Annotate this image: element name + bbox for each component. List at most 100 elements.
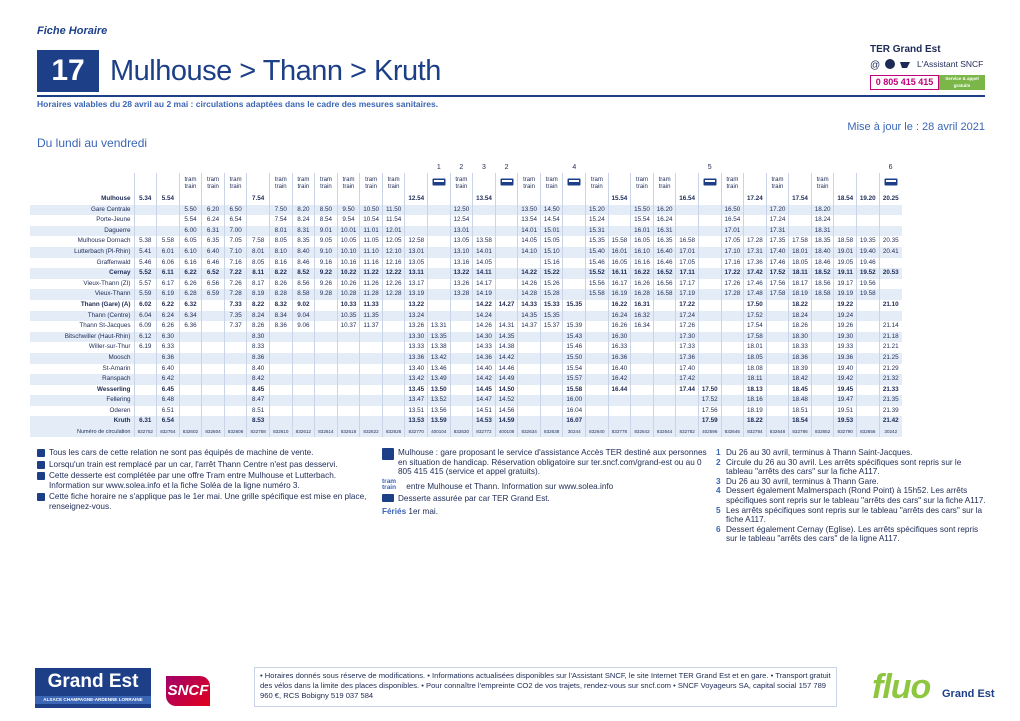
- time: [404, 215, 428, 226]
- left-note-text: Lorsqu'un train est remplacé par un car,…: [49, 459, 338, 469]
- time: [291, 352, 315, 364]
- train-number: 832606: [223, 427, 247, 438]
- time: 15.46: [562, 342, 586, 353]
- mode-row: tram train tram train tram train tram train…: [30, 173, 902, 194]
- time: [427, 257, 451, 269]
- fluo-sub: Grand Est: [942, 688, 995, 700]
- time: [517, 363, 541, 375]
- time: [810, 363, 834, 375]
- time: [336, 363, 360, 375]
- time: 10.50: [359, 204, 383, 216]
- time: 9.16: [314, 257, 338, 269]
- time: 17.22: [720, 268, 744, 279]
- time: 18.45: [788, 384, 812, 396]
- time: [223, 384, 247, 396]
- time: [494, 194, 518, 205]
- time: 13.35: [427, 331, 451, 343]
- time: 13.05: [449, 236, 473, 247]
- time: 17.54: [743, 321, 767, 332]
- right-note-text: Les arrêts spécifiques sont repris sur l…: [726, 505, 983, 525]
- time: [878, 289, 902, 300]
- time: 7.58: [246, 236, 270, 247]
- time: 18.22: [788, 299, 812, 311]
- time: 10.26: [336, 278, 360, 290]
- note-row: 1 2 3 2 4 5 6: [30, 163, 902, 173]
- stop-row: Wesserling 6.45 8.45 13.45 13.50 14.45 14.50 15…: [30, 384, 902, 396]
- time: [788, 215, 812, 226]
- time: 16.33: [607, 342, 631, 353]
- time: 6.54: [223, 215, 247, 226]
- time: 18.48: [788, 395, 812, 406]
- train-number: 832646: [720, 427, 744, 438]
- train-number: 832782: [675, 427, 699, 438]
- time: 5.41: [133, 246, 157, 258]
- time: [652, 363, 676, 375]
- train-number: 400108: [494, 427, 518, 438]
- time: [585, 194, 609, 205]
- operator: TER Grand Est: [870, 44, 941, 55]
- time: 8.33: [246, 342, 270, 353]
- time: 17.35: [765, 236, 789, 247]
- time: 8.31: [291, 225, 315, 237]
- train-number: 832610: [268, 427, 293, 438]
- time: [494, 268, 518, 279]
- time: 13.50: [517, 204, 541, 216]
- time: 16.31: [630, 299, 654, 311]
- time: 21.21: [878, 342, 902, 353]
- fluo-logo: fluo: [872, 668, 931, 706]
- time: [539, 374, 563, 385]
- time: 18.56: [810, 278, 834, 290]
- time: [178, 374, 202, 385]
- time: [856, 204, 880, 216]
- time: 13.56: [427, 405, 451, 417]
- time: [585, 374, 609, 385]
- coach-icon: [567, 178, 581, 186]
- time: [720, 384, 744, 396]
- time: 18.39: [788, 363, 812, 375]
- time: 17.33: [675, 342, 699, 353]
- time: 16.26: [607, 321, 631, 332]
- time: [223, 395, 247, 406]
- time: 10.37: [336, 321, 360, 332]
- time: 15.35: [585, 236, 609, 247]
- note-number: 2: [716, 457, 721, 467]
- time: 16.44: [607, 384, 631, 396]
- time: 10.28: [336, 289, 360, 300]
- time: 9.54: [336, 215, 360, 226]
- time: [652, 352, 676, 364]
- time: [472, 225, 496, 237]
- time: 13.01: [404, 246, 428, 258]
- time: [856, 363, 880, 375]
- stop-name: Bitschwiller (Haut-Rhin): [30, 331, 134, 343]
- time: 15.37: [539, 321, 563, 332]
- time: 16.19: [607, 289, 631, 300]
- time: [359, 416, 383, 428]
- time: [720, 405, 744, 417]
- time: [607, 225, 631, 237]
- time: 8.05: [268, 236, 293, 247]
- time: 21.35: [878, 395, 902, 406]
- time: 16.34: [630, 321, 654, 332]
- rule: [37, 95, 985, 97]
- info-icon: [37, 493, 45, 502]
- train-number: 832640: [585, 427, 609, 438]
- train-number: 832612: [291, 427, 315, 438]
- time: [449, 321, 473, 332]
- stop-row: Cernay 5.52 6.11 6.22 6.52 7.22 8.11 8.22 8.52 9.…: [30, 268, 902, 279]
- time: [449, 384, 473, 396]
- time: 9.04: [291, 310, 315, 322]
- time: [856, 342, 880, 353]
- right-note-text: Circule du 26 au 30 avril. Les arrêts sp…: [726, 457, 962, 477]
- time: 18.26: [788, 321, 812, 332]
- time: [697, 374, 722, 385]
- time: [133, 405, 157, 417]
- note-number: 5: [716, 505, 721, 515]
- time: [449, 395, 473, 406]
- time: 8.36: [246, 352, 270, 364]
- time: [607, 395, 631, 406]
- time: [427, 236, 451, 247]
- coach-text: Desserte assurée par car TER Grand Est.: [398, 494, 550, 504]
- time: 8.20: [291, 204, 315, 216]
- time: 18.05: [788, 257, 812, 269]
- col-note: [608, 163, 631, 173]
